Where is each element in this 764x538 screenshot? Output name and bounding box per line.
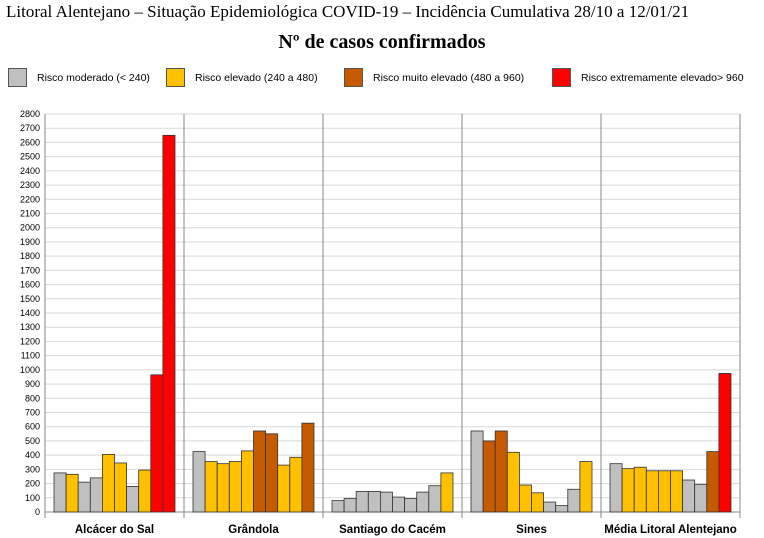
bar (379, 491, 393, 513)
y-tick-label: 2600 (20, 137, 40, 147)
y-tick-label: 2500 (20, 152, 40, 162)
bar (428, 485, 442, 513)
bar (706, 451, 720, 513)
bar (216, 463, 230, 513)
chart-subtitle: Nº de casos confirmados (278, 31, 486, 53)
bar (416, 491, 430, 513)
bar (470, 430, 484, 513)
x-category-label: Santiago do Cacém (339, 524, 446, 536)
legend-item-extreme: Risco extremamente elevado> 960 (552, 68, 744, 87)
y-tick-label: 2200 (20, 194, 40, 204)
y-tick-label: 1300 (20, 322, 40, 332)
bar (494, 430, 508, 513)
bar (192, 451, 206, 513)
bar (718, 373, 732, 513)
bar (89, 477, 103, 513)
y-tick-label: 100 (25, 493, 40, 503)
legend-label: Risco elevado (240 a 480) (195, 71, 318, 84)
y-tick-label: 500 (25, 436, 40, 446)
bar (343, 498, 357, 513)
x-category-label: Alcácer do Sal (75, 524, 154, 536)
y-tick-label: 300 (25, 464, 40, 474)
bar (645, 470, 659, 513)
legend-item-moderate: Risco moderado (< 240) (8, 68, 150, 87)
y-tick-label: 1200 (20, 336, 40, 346)
bar (531, 492, 545, 513)
bar (240, 450, 254, 513)
y-tick-label: 1900 (20, 237, 40, 247)
bar (331, 500, 345, 513)
legend-label: Risco moderado (< 240) (37, 71, 150, 84)
y-tick-label: 600 (25, 422, 40, 432)
legend-item-high: Risco elevado (240 a 480) (166, 68, 318, 87)
bar (65, 473, 79, 513)
bar (506, 451, 520, 513)
chart-title: Litoral Alentejano – Situação Epidemioló… (6, 2, 690, 21)
y-tick-label: 1600 (20, 280, 40, 290)
bar (658, 470, 671, 513)
legend-swatch (344, 68, 363, 87)
bar (265, 433, 279, 513)
y-tick-label: 400 (25, 450, 40, 460)
y-tick-label: 1700 (20, 265, 40, 275)
y-tick-label: 1800 (20, 251, 40, 261)
bar (367, 490, 381, 513)
bar (633, 466, 647, 513)
bar (228, 461, 242, 513)
bar (204, 461, 218, 513)
y-tick-label: 700 (25, 408, 40, 418)
bar (555, 505, 569, 513)
bar (682, 479, 696, 513)
y-tick-label: 1000 (20, 365, 40, 375)
bar (543, 501, 557, 513)
bar (567, 488, 581, 513)
bar (277, 464, 291, 513)
bar (253, 430, 267, 513)
bar (392, 496, 406, 513)
legend-item-very-high: Risco muito elevado (480 a 960) (344, 68, 524, 87)
bar (138, 469, 152, 513)
bar (102, 454, 115, 513)
y-tick-label: 2800 (20, 109, 40, 119)
bar (440, 472, 454, 513)
y-tick-label: 2100 (20, 209, 40, 219)
bar (519, 484, 532, 513)
x-category-label: Média Litoral Alentejano (604, 524, 736, 536)
y-tick-label: 800 (25, 393, 40, 403)
legend-swatch (552, 68, 571, 87)
bar (77, 481, 91, 513)
bar (162, 134, 176, 513)
bar (670, 470, 684, 513)
bar (694, 483, 708, 513)
y-tick-label: 1500 (20, 294, 40, 304)
bar (289, 456, 303, 513)
x-category-label: Grândola (228, 524, 279, 536)
bar (579, 461, 593, 513)
y-tick-label: 1100 (21, 351, 40, 361)
bar (114, 462, 128, 513)
bar (301, 422, 315, 513)
bar (53, 472, 67, 513)
bar (609, 463, 623, 513)
bar (126, 486, 140, 513)
legend-swatch (166, 68, 185, 87)
y-tick-label: 200 (25, 479, 40, 489)
x-category-label: Sines (516, 524, 547, 536)
y-tick-label: 1400 (20, 308, 40, 318)
legend-swatch (8, 68, 27, 87)
bar (150, 374, 164, 513)
y-tick-label: 0 (35, 507, 40, 517)
bar (404, 498, 418, 513)
bar (482, 440, 496, 513)
y-tick-label: 2400 (20, 166, 40, 176)
y-tick-label: 2300 (20, 180, 40, 190)
y-tick-label: 900 (25, 379, 40, 389)
bar (621, 468, 635, 513)
y-tick-label: 2000 (20, 223, 40, 233)
legend-label: Risco muito elevado (480 a 960) (373, 71, 525, 84)
y-tick-label: 2700 (20, 123, 40, 133)
bar (355, 490, 369, 513)
legend-label: Risco extremamente elevado> 960 (581, 71, 744, 84)
